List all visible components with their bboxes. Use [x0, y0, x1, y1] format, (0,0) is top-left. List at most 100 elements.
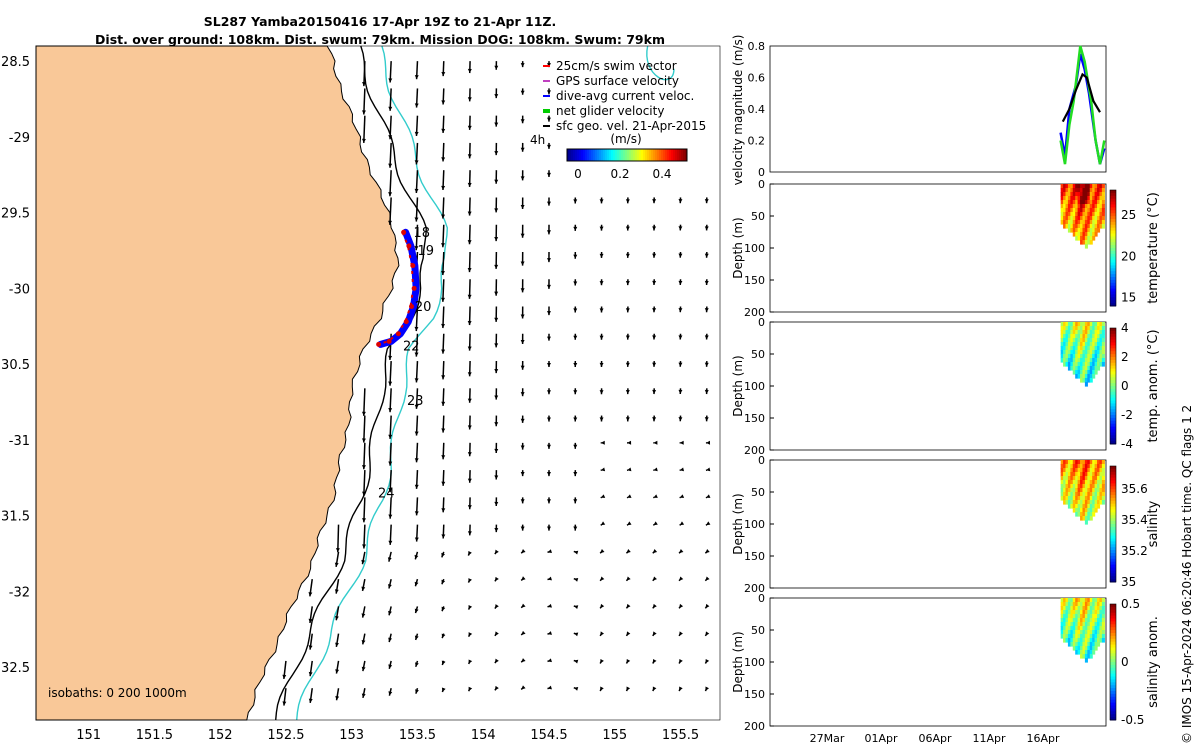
velocity-arrowhead: [704, 199, 709, 204]
temp-anom-cell: [1080, 350, 1084, 355]
temp-anom-cell: [1092, 326, 1096, 331]
salinity-cell: [1077, 464, 1081, 469]
velocity-arrowhead: [573, 226, 578, 231]
salinity-cell: [1097, 488, 1101, 493]
temp-anom-cell: [1080, 330, 1084, 335]
temperature-cell: [1099, 196, 1103, 201]
sal-anom-cbtick-0: -0.5: [1121, 713, 1144, 727]
sal-anom-colorbar-cell: [1110, 676, 1116, 680]
salinity-cell: [1087, 480, 1091, 485]
velocity-arrowhead: [625, 253, 630, 258]
sal-anom-cell: [1080, 622, 1084, 627]
sal-anom-colorbar-cell: [1110, 717, 1116, 721]
map-colorbar-cell: [667, 149, 670, 161]
map-ytick-1: -29: [9, 131, 30, 146]
sal-anom-cell: [1092, 642, 1096, 647]
salinity-cell: [1065, 464, 1069, 469]
sal-anom-cell: [1065, 610, 1069, 615]
temp-anom-cell: [1097, 358, 1101, 363]
velocity-arrowhead: [520, 176, 525, 181]
temp-anom-cell: [1065, 350, 1069, 355]
salinity-cell: [1067, 464, 1071, 469]
temperature-cell: [1092, 224, 1096, 229]
temp-anom-cell: [1092, 334, 1096, 339]
map-colorbar-cell: [633, 149, 636, 161]
temp-anom-cell: [1080, 322, 1084, 327]
salinity-cell: [1065, 496, 1069, 501]
temp-anom-cell: [1070, 322, 1074, 327]
map-ytick-2: 29.5: [1, 207, 30, 222]
temp-anom-cell: [1063, 322, 1067, 327]
temperature-cell: [1089, 204, 1093, 209]
salinity-cell: [1101, 480, 1105, 485]
temperature-cell: [1067, 188, 1071, 193]
temperature-colorbar-cell: [1110, 265, 1116, 269]
legend-label-4: sfc geo. vel. 21-Apr-2015: [556, 119, 706, 133]
velocity-arrowhead: [467, 294, 472, 299]
salinity-colorbar-cell: [1110, 561, 1116, 566]
salinity-cell: [1063, 500, 1067, 505]
temperature-cell: [1060, 204, 1064, 209]
temp-anom-cell: [1082, 342, 1086, 347]
salinity-cell: [1080, 516, 1084, 521]
velocity-arrowhead: [652, 280, 657, 286]
temperature-cell: [1092, 232, 1096, 237]
temp-anom-cell: [1060, 342, 1064, 347]
salinity-cell: [1080, 512, 1084, 517]
velocity-arrowhead: [520, 365, 525, 370]
sal-anom-cell: [1080, 654, 1084, 659]
velocity-arrowhead: [520, 204, 525, 210]
salinity-colorbar-cell: [1110, 576, 1116, 580]
salinity-cell: [1092, 512, 1096, 517]
sal-anom-cell: [1067, 610, 1071, 615]
velocity-arrowhead: [388, 192, 393, 197]
temperature-cell: [1077, 216, 1081, 221]
salinity-cell: [1067, 472, 1071, 477]
temp-anom-cell: [1084, 342, 1088, 347]
sal-anom-cell: [1075, 598, 1079, 603]
salinity-cell: [1101, 476, 1105, 481]
salinity-cell: [1082, 500, 1086, 505]
salinity-cell: [1092, 508, 1096, 513]
sal-anom-cell: [1099, 606, 1103, 611]
temperature-cell: [1084, 232, 1088, 237]
temp-anom-cell: [1075, 350, 1079, 355]
sal-anom-cell: [1067, 614, 1071, 619]
temperature-cell: [1092, 192, 1096, 197]
salinity-cell: [1063, 464, 1067, 469]
velocity-arrowhead: [494, 237, 499, 242]
temperature-cell: [1089, 220, 1093, 225]
velocity-arrowhead: [308, 618, 313, 623]
sal-anom-cell: [1089, 618, 1093, 623]
velocity-arrowhead: [362, 491, 366, 496]
sal-anom-cell: [1075, 614, 1079, 619]
temperature-cell: [1101, 196, 1105, 201]
salinity-cell: [1092, 504, 1096, 509]
velocity-arrowhead: [573, 308, 578, 313]
sal-anom-cell: [1077, 650, 1081, 655]
velocity-arrowhead: [388, 664, 393, 669]
temp-anom-cell: [1094, 334, 1098, 339]
salinity-cell: [1063, 496, 1067, 501]
velocity-series-1: [1059, 45, 1106, 165]
map-colorbar-tick-2: 0.4: [652, 167, 671, 181]
temperature-cell: [1072, 220, 1076, 225]
velocity-arrowhead: [388, 381, 393, 386]
salinity-cell: [1084, 488, 1088, 493]
salinity-cell: [1060, 484, 1064, 489]
sal-anom-cbtick-1: 0: [1121, 655, 1129, 669]
temperature-cell: [1084, 204, 1088, 209]
salinity-cell: [1097, 484, 1101, 489]
temperature-cell: [1067, 200, 1071, 205]
sal-anom-cell: [1063, 602, 1067, 607]
temp-anom-cell: [1097, 334, 1101, 339]
salinity-cell: [1092, 488, 1096, 493]
temperature-colorbar-cell: [1110, 288, 1116, 292]
sal-anom-colorbar-cell: [1110, 656, 1116, 660]
map-colorbar-cell: [569, 149, 572, 161]
velocity-arrowhead: [388, 691, 393, 696]
salinity-colorbar-cell: [1110, 529, 1116, 534]
temperature-colorbar-cell: [1110, 253, 1116, 258]
temp-anom-cell: [1075, 354, 1079, 359]
salinity-cell: [1082, 468, 1086, 473]
